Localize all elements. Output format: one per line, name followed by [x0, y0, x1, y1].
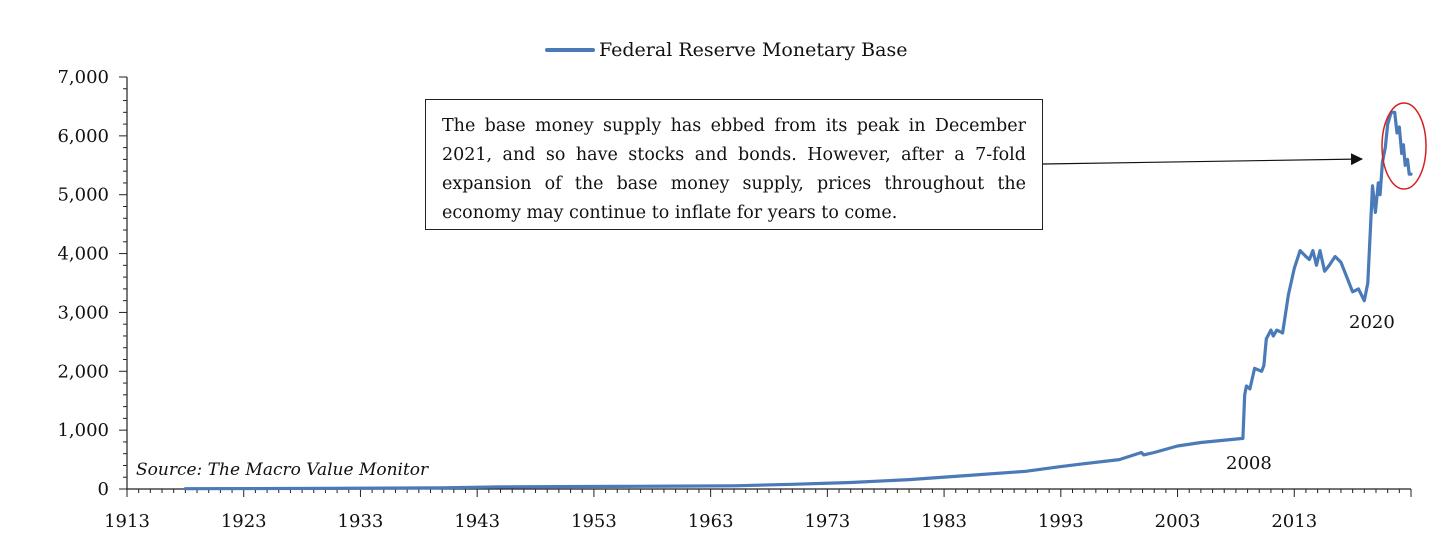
y-tick-label: 3,000 — [57, 302, 109, 323]
x-tick-label: 1953 — [571, 511, 617, 532]
peak-highlight-circle — [1381, 102, 1427, 190]
annotation-2008: 2008 — [1226, 453, 1272, 474]
callout-arrow — [1042, 153, 1363, 166]
x-tick-label: 1923 — [221, 511, 267, 532]
x-tick-label: 2003 — [1155, 511, 1201, 532]
y-tick-label: 7,000 — [57, 67, 109, 88]
callout-text: The base money supply has ebbed from its… — [442, 116, 1026, 223]
y-tick-label: 6,000 — [57, 126, 109, 147]
legend-swatch — [545, 48, 595, 52]
x-tick-label: 1963 — [688, 511, 734, 532]
y-tick-label: 1,000 — [57, 420, 109, 441]
y-tick-label: 5,000 — [57, 185, 109, 206]
x-tick-label: 1993 — [1038, 511, 1084, 532]
y-tick-label: 0 — [98, 479, 109, 500]
y-tick-label: 4,000 — [57, 244, 109, 265]
x-axis-ticks: 1913 1923 1933 1943 1953 1963 1973 1983 1993 2003… — [104, 511, 1317, 532]
legend-label: Federal Reserve Monetary Base — [599, 39, 908, 61]
x-tick-label: 1933 — [338, 511, 384, 532]
x-tick-label: 1943 — [454, 511, 500, 532]
x-tick-label: 2013 — [1271, 511, 1317, 532]
x-tick-label: 1983 — [921, 511, 967, 532]
annotation-2020: 2020 — [1349, 312, 1395, 333]
series-line-monetary-base — [183, 110, 1413, 491]
y-axis-ticks: 0 1,000 2,000 3,000 4,000 5,000 6,000 7,000 — [57, 67, 109, 500]
legend: Federal Reserve Monetary Base — [545, 36, 907, 64]
x-tick-label: 1973 — [804, 511, 850, 532]
x-tick-label: 1913 — [104, 511, 150, 532]
callout-box: The base money supply has ebbed from its… — [425, 99, 1043, 230]
source-note: Source: The Macro Value Monitor — [136, 460, 429, 480]
y-tick-label: 2,000 — [57, 361, 109, 382]
